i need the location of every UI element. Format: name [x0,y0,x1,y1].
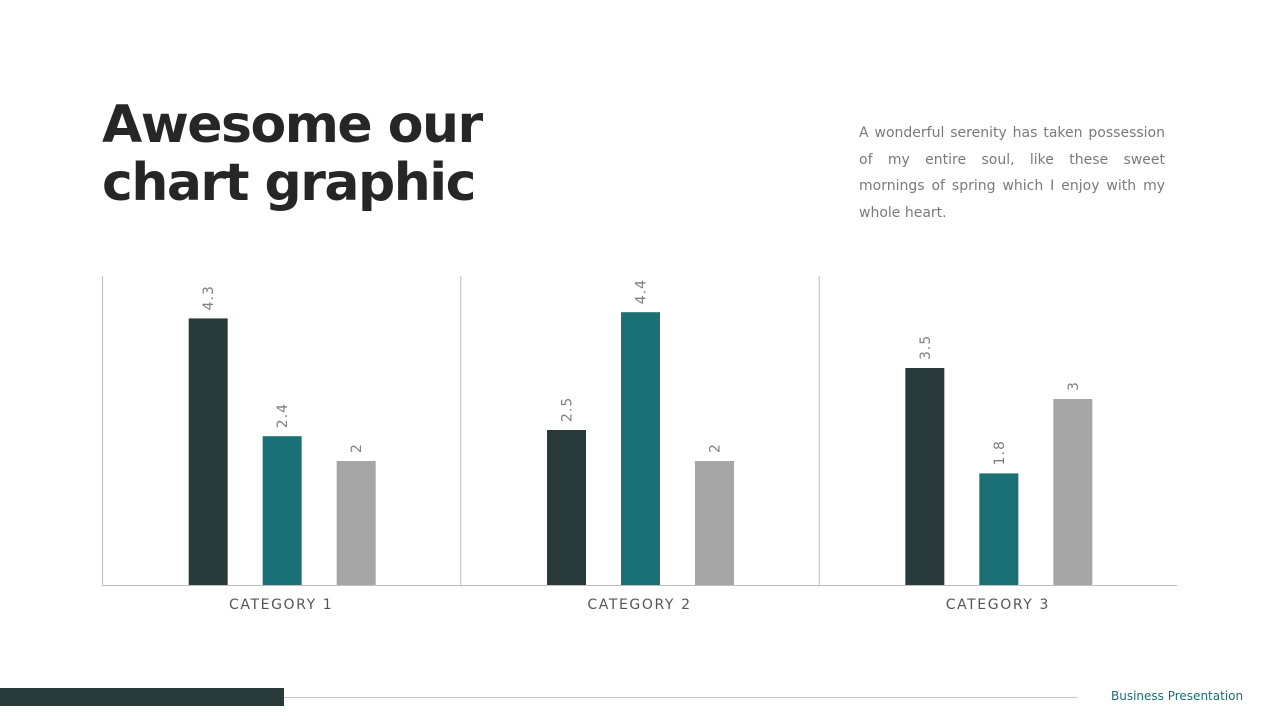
category-label-1: CATEGORY 1 [229,597,333,613]
category-label-2: CATEGORY 2 [587,597,691,613]
bar-c3-s1 [905,368,945,585]
data-label-c1-s3: 2 [349,443,365,453]
bar-c2-s3 [695,461,734,585]
footer-divider [284,697,1078,698]
data-label-c3-s3: 3 [1066,381,1082,391]
category-label-3: CATEGORY 3 [946,597,1050,613]
bar-c2-s2 [621,312,660,585]
bar-c1-s1 [188,318,228,585]
data-label-c3-s1: 3.5 [918,335,934,360]
data-label-c3-s2: 1.8 [992,440,1008,465]
title-line-2: chart graphic [102,153,476,213]
slide-title: Awesome our chart graphic [102,96,622,212]
data-label-c1-s2: 2.4 [275,403,291,428]
bar-c2-s1 [547,430,586,585]
bar-c3-s3 [1053,399,1093,585]
data-label-c2-s1: 2.5 [560,397,576,422]
data-label-c2-s3: 2 [708,443,724,453]
bar-c1-s3 [336,461,376,585]
slide-description: A wonderful serenity has taken possessio… [859,125,1165,221]
data-label-c2-s2: 4.4 [634,279,650,304]
footer-label: Business Presentation [1111,689,1244,703]
title-line-1: Awesome our [102,95,483,155]
bar-c1-s2 [262,436,302,585]
data-label-c1-s1: 4.3 [201,285,217,310]
footer-accent-bar [0,688,284,706]
bar-c3-s2 [979,473,1019,585]
